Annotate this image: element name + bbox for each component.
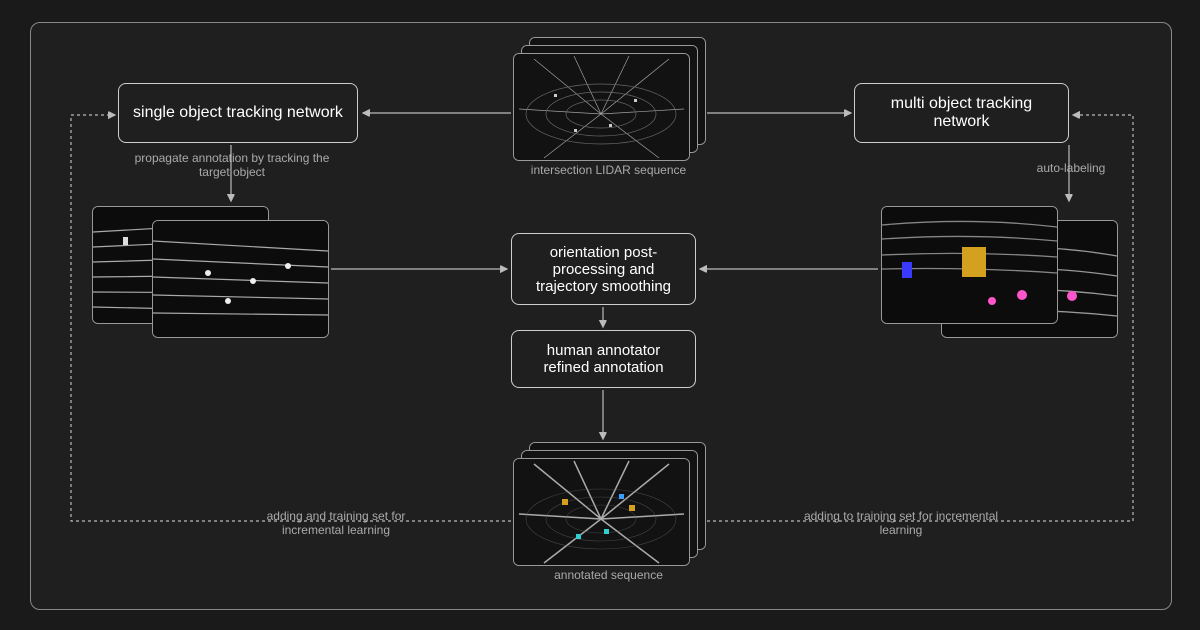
lidar-thumbnail — [514, 54, 689, 160]
orientation-label: orientation post-processing and trajecto… — [526, 244, 681, 295]
edge-feedback-right-label: adding to training set for incremental l… — [801, 509, 1001, 537]
annotated-sequence-stack — [513, 442, 704, 564]
right-image-pair — [881, 206, 1116, 336]
annotated-thumbnail — [514, 459, 689, 565]
diagram-frame: intersection LIDAR sequence single objec… — [30, 22, 1172, 610]
annotated-caption: annotated sequence — [513, 568, 704, 582]
multi-tracking-box: multi object tracking network — [854, 83, 1069, 143]
orientation-box: orientation post-processing and trajecto… — [511, 233, 696, 305]
left-image-pair — [92, 206, 327, 336]
human-annotator-box: human annotator refined annotation — [511, 330, 696, 388]
lidar-caption: intersection LIDAR sequence — [513, 163, 704, 177]
single-tracking-box: single object tracking network — [118, 83, 358, 143]
edge-feedback-left-label: adding and training set for incremental … — [236, 509, 436, 537]
multi-tracking-label: multi object tracking network — [869, 95, 1054, 131]
edge-propagate-label: propagate annotation by tracking the tar… — [127, 151, 337, 179]
single-tracking-label: single object tracking network — [133, 104, 343, 122]
lidar-sequence-stack — [513, 37, 704, 159]
edge-autolabel-label: auto-labeling — [1031, 161, 1111, 175]
human-label: human annotator refined annotation — [526, 342, 681, 376]
